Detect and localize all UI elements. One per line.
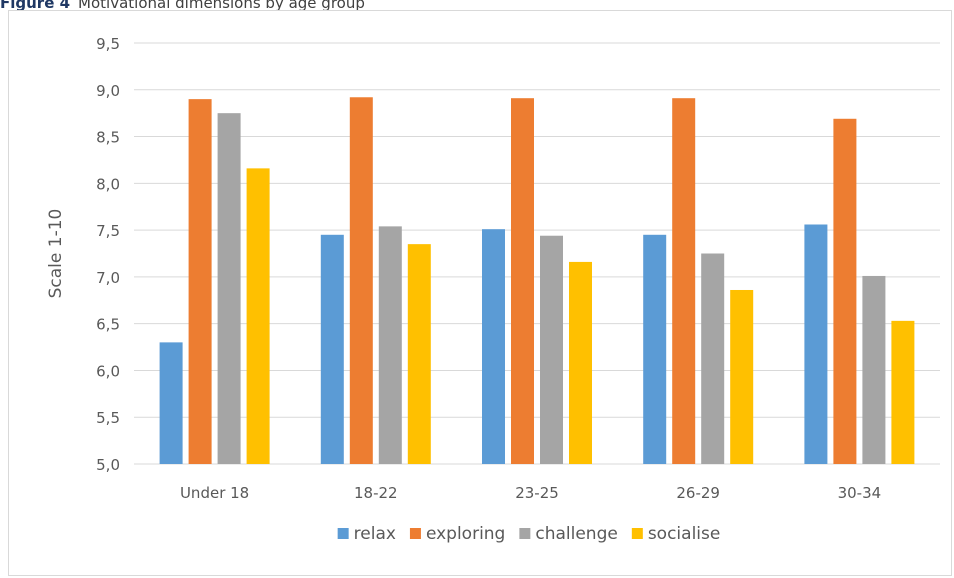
y-tick-label: 6,0	[96, 362, 120, 380]
legend-swatch	[337, 528, 349, 539]
legend-swatch	[519, 528, 531, 539]
legend-swatch	[631, 528, 643, 539]
bar-relax-4	[643, 234, 667, 464]
y-axis-title: Scale 1-10	[46, 209, 66, 299]
y-tick-label: 9,5	[96, 35, 120, 53]
legend-label: socialise	[648, 524, 721, 544]
bar-socialise-2	[407, 244, 431, 464]
bar-exploring-4	[672, 98, 696, 464]
bar-challenge-2	[378, 226, 402, 464]
figure-number: Figure 4	[0, 0, 71, 12]
bar-relax-5	[804, 224, 828, 464]
bar-socialise-1	[246, 168, 270, 464]
y-tick-label: 9,0	[96, 82, 120, 100]
bar-relax-3	[482, 229, 505, 464]
legend: relax exploring challenge socialise	[337, 524, 721, 544]
x-tick-label: 23-25	[515, 484, 559, 502]
bar-challenge-3	[540, 235, 563, 464]
figure-caption: Figure 4 Motivational dimensions by age g…	[0, 0, 365, 12]
bar-exploring-5	[833, 118, 857, 464]
bar-exploring-3	[511, 98, 534, 464]
legend-label: exploring	[426, 524, 505, 544]
bar-relax-1	[159, 342, 183, 464]
bar-exploring-1	[188, 99, 212, 464]
x-tick-label: 30-34	[838, 484, 882, 502]
bar-challenge-5	[862, 275, 886, 464]
x-tick-label: 18-22	[354, 484, 398, 502]
bar-socialise-5	[891, 320, 915, 464]
figure-title: Motivational dimensions by age group	[78, 0, 365, 12]
bar-socialise-4	[730, 289, 754, 464]
y-tick-label: 8,5	[96, 129, 120, 147]
x-axis-ticks: Under 18 18-22 23-25 26-29 30-34	[180, 484, 881, 502]
legend-item-socialise: socialise	[631, 524, 721, 544]
bars	[159, 97, 915, 465]
y-axis-ticks: 5,0 5,5 6,0 6,5 7,0 7,5 8,0 8,5 9,0 9,5	[96, 35, 120, 474]
bar-challenge-1	[217, 113, 241, 465]
y-tick-label: 5,0	[96, 456, 120, 474]
chart-frame: 5,0 5,5 6,0 6,5 7,0 7,5 8,0 8,5 9,0 9,5 Under 18 1…	[8, 10, 952, 576]
legend-label: relax	[354, 524, 396, 544]
y-tick-label: 6,5	[96, 316, 120, 334]
bar-relax-2	[320, 234, 344, 464]
y-tick-label: 5,5	[96, 409, 120, 427]
y-tick-label: 7,5	[96, 222, 120, 240]
legend-item-exploring: exploring	[409, 524, 505, 544]
y-tick-label: 8,0	[96, 175, 120, 193]
bar-chart: 5,0 5,5 6,0 6,5 7,0 7,5 8,0 8,5 9,0 9,5 Under 18 1…	[46, 35, 940, 544]
y-tick-label: 7,0	[96, 269, 120, 287]
bar-socialise-3	[569, 261, 592, 464]
legend-item-relax: relax	[337, 524, 396, 544]
x-tick-label: 26-29	[676, 484, 720, 502]
legend-item-challenge: challenge	[519, 524, 618, 544]
legend-label: challenge	[535, 524, 617, 544]
bar-exploring-2	[349, 97, 373, 465]
legend-swatch	[409, 528, 421, 539]
bar-challenge-4	[701, 253, 725, 464]
x-tick-label: Under 18	[180, 484, 249, 502]
